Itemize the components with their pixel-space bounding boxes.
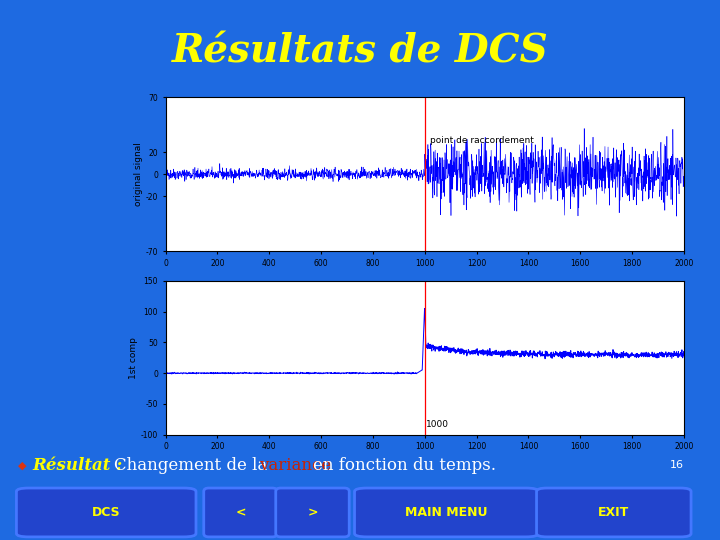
FancyBboxPatch shape [354, 488, 539, 537]
Text: <: < [235, 506, 246, 519]
Text: Changement de la: Changement de la [114, 457, 267, 474]
FancyBboxPatch shape [17, 488, 196, 537]
FancyBboxPatch shape [204, 488, 277, 537]
Text: EXIT: EXIT [598, 506, 629, 519]
Text: Résultats de DCS: Résultats de DCS [171, 32, 549, 70]
Text: point de raccordement: point de raccordement [430, 137, 534, 145]
Text: 1000: 1000 [426, 420, 449, 429]
Text: 16: 16 [670, 461, 683, 470]
Y-axis label: original signal: original signal [134, 142, 143, 206]
FancyBboxPatch shape [536, 488, 691, 537]
Text: variance: variance [259, 457, 331, 474]
Y-axis label: 1st comp: 1st comp [129, 337, 138, 379]
Text: DCS: DCS [92, 506, 120, 519]
Text: >: > [307, 506, 318, 519]
Text: Résultat :: Résultat : [32, 457, 122, 474]
Text: en fonction du temps.: en fonction du temps. [313, 457, 496, 474]
FancyBboxPatch shape [276, 488, 349, 537]
Text: MAIN MENU: MAIN MENU [405, 506, 487, 519]
Text: ◆: ◆ [18, 461, 27, 470]
